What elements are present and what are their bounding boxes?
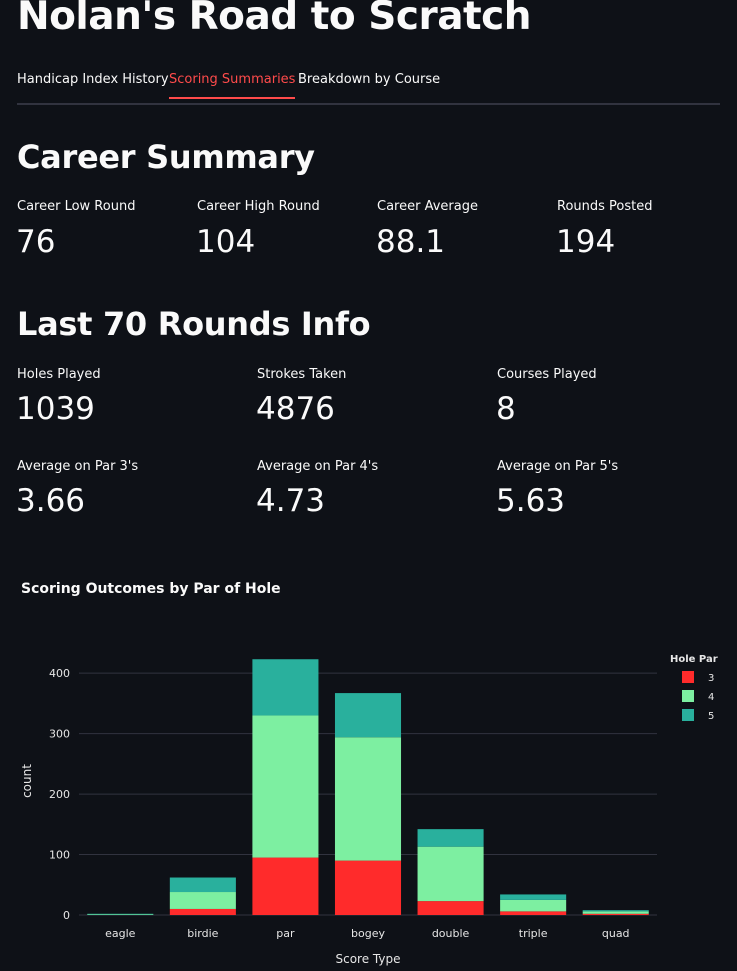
x-tick-label: eagle (105, 927, 136, 940)
bar-triple-par4 (500, 899, 567, 912)
rounds-posted-label: Rounds Posted (557, 199, 653, 214)
par4-average-label: Average on Par 4's (257, 459, 379, 474)
strokes-taken-label: Strokes Taken (257, 367, 347, 382)
x-tick-label: birdie (187, 927, 218, 940)
y-tick-label: 400 (49, 667, 70, 680)
bar-quad-par4 (582, 911, 649, 914)
y-axis-label: count (20, 764, 34, 798)
bar-par-par3 (252, 857, 319, 915)
bar-eagle-par5 (87, 913, 154, 915)
par5-average-value: 5.63 (496, 483, 566, 519)
legend-swatch-par3 (682, 671, 694, 683)
career-average-label: Career Average (377, 199, 478, 214)
courses-played-label: Courses Played (497, 367, 597, 382)
legend-swatch-par4 (682, 690, 694, 702)
x-tick-label: bogey (351, 927, 385, 940)
holes-played-value: 1039 (16, 391, 95, 427)
legend-label-par3: 3 (708, 673, 714, 684)
bar-quad-par5 (582, 910, 649, 912)
bar-bogey-par5 (334, 693, 402, 738)
par4-average-value: 4.73 (256, 483, 326, 519)
par3-average-label: Average on Par 3's (17, 459, 139, 474)
legend-label-par4: 4 (708, 692, 714, 703)
bar-bogey-par4 (334, 737, 402, 861)
y-tick-label: 100 (49, 849, 70, 862)
par3-average-value: 3.66 (16, 483, 86, 519)
legend-swatch-par5 (682, 709, 694, 721)
chart-bars (87, 659, 649, 915)
rounds-posted-value: 194 (556, 224, 616, 260)
x-tick-label: double (432, 927, 470, 940)
bar-eagle-par4 (87, 914, 154, 915)
career-high-value: 104 (196, 224, 256, 260)
bar-par-par4 (252, 715, 319, 858)
x-axis-ticks: eagle birdie par bogey double triple quad (105, 927, 629, 940)
y-axis-ticks: 0 100 200 300 400 (49, 667, 70, 922)
bar-double-par5 (417, 829, 484, 847)
bar-birdie-par5 (169, 877, 236, 893)
legend-label-par5: 5 (708, 711, 714, 722)
app-title: Nolan's Road to Scratch (17, 0, 532, 39)
career-average-value: 88.1 (376, 224, 446, 260)
holes-played-label: Holes Played (17, 367, 101, 382)
career-summary-heading: Career Summary (17, 138, 315, 176)
strokes-taken-value: 4876 (256, 391, 335, 427)
y-tick-label: 200 (49, 788, 70, 801)
bar-bogey-par3 (334, 860, 402, 915)
chart-legend: Hole Par 3 4 5 (670, 654, 718, 722)
career-high-label: Career High Round (197, 199, 320, 214)
bar-birdie-par3 (169, 908, 236, 915)
tab-handicap-index-history[interactable]: Handicap Index History (17, 72, 169, 87)
legend-title: Hole Par (670, 654, 718, 665)
career-low-label: Career Low Round (17, 199, 136, 214)
bar-quad-par3 (582, 913, 649, 915)
bar-par-par5 (252, 659, 319, 716)
x-tick-label: triple (519, 927, 548, 940)
y-tick-label: 300 (49, 728, 70, 741)
bar-birdie-par4 (169, 892, 236, 909)
last-rounds-heading: Last 70 Rounds Info (17, 305, 371, 343)
tab-breakdown-by-course[interactable]: Breakdown by Course (298, 72, 441, 87)
par5-average-label: Average on Par 5's (497, 459, 619, 474)
tab-bar: Handicap Index History Scoring Summaries… (17, 64, 720, 105)
y-tick-label: 0 (63, 909, 70, 922)
x-tick-label: par (276, 927, 295, 940)
tab-scoring-summaries[interactable]: Scoring Summaries (169, 72, 296, 99)
scoring-outcomes-chart: eagle birdie par bogey double triple quad 0 100… (20, 654, 718, 966)
bar-double-par4 (417, 846, 484, 902)
bar-triple-par3 (500, 911, 567, 915)
x-axis-label: Score Type (336, 952, 401, 966)
bar-double-par3 (417, 901, 484, 915)
x-tick-label: quad (602, 927, 630, 940)
chart-title: Scoring Outcomes by Par of Hole (21, 581, 281, 597)
courses-played-value: 8 (496, 391, 516, 427)
career-low-value: 76 (16, 224, 56, 260)
bar-triple-par5 (500, 894, 567, 900)
